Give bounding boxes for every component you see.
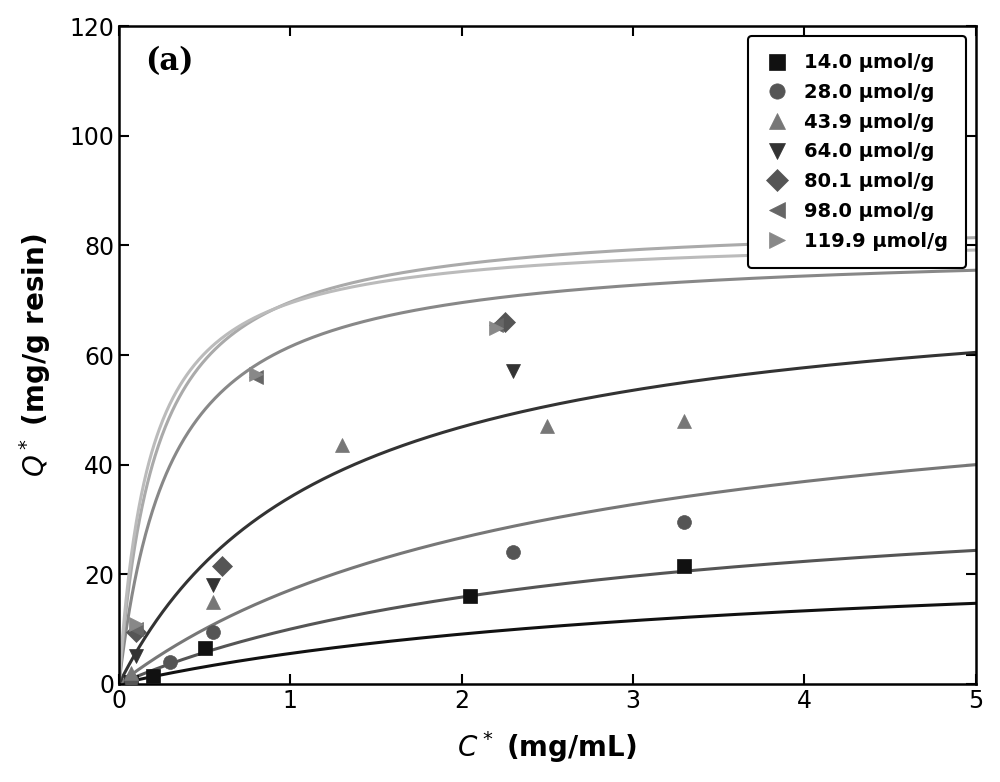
98.0 μmol/g [250,372,262,382]
Legend: 14.0 μmol/g, 28.0 μmol/g, 43.9 μmol/g, 64.0 μmol/g, 80.1 μmol/g, 98.0 μmol/g, 11: 14.0 μmol/g, 28.0 μmol/g, 43.9 μmol/g, 6… [748,36,966,268]
43.9 μmol/g [541,421,553,431]
28.0 μmol/g [678,518,690,527]
80.1 μmol/g [216,561,228,571]
119.9 μmol/g [250,370,262,379]
28.0 μmol/g [507,547,519,557]
43.9 μmol/g [207,597,219,606]
43.9 μmol/g [125,669,137,678]
28.0 μmol/g [164,658,176,667]
64.0 μmol/g [507,367,519,376]
28.0 μmol/g [125,675,137,684]
80.1 μmol/g [130,627,142,637]
119.9 μmol/g [490,323,502,332]
28.0 μmol/g [207,627,219,637]
14.0 μmol/g [199,644,211,653]
98.0 μmol/g [490,320,502,329]
Line: 98.0 μmol/g: 98.0 μmol/g [129,318,503,636]
43.9 μmol/g [336,441,348,450]
Line: 64.0 μmol/g: 64.0 μmol/g [129,364,520,663]
43.9 μmol/g [678,416,690,425]
64.0 μmol/g [207,580,219,590]
Line: 119.9 μmol/g: 119.9 μmol/g [129,321,503,630]
14.0 μmol/g [678,561,690,571]
Line: 28.0 μmol/g: 28.0 μmol/g [124,515,691,687]
119.9 μmol/g [130,619,142,628]
Line: 43.9 μmol/g: 43.9 μmol/g [124,414,691,680]
64.0 μmol/g [130,652,142,662]
80.1 μmol/g [499,317,511,327]
Y-axis label: $Q^*$ (mg/g resin): $Q^*$ (mg/g resin) [17,233,53,477]
Line: 80.1 μmol/g: 80.1 μmol/g [129,315,511,639]
98.0 μmol/g [130,624,142,633]
14.0 μmol/g [147,671,159,680]
X-axis label: $C^*$ (mg/mL): $C^*$ (mg/mL) [457,730,637,766]
14.0 μmol/g [464,591,476,601]
Text: (a): (a) [145,46,193,77]
14.0 μmol/g [125,677,137,687]
Line: 14.0 μmol/g: 14.0 μmol/g [124,559,691,689]
